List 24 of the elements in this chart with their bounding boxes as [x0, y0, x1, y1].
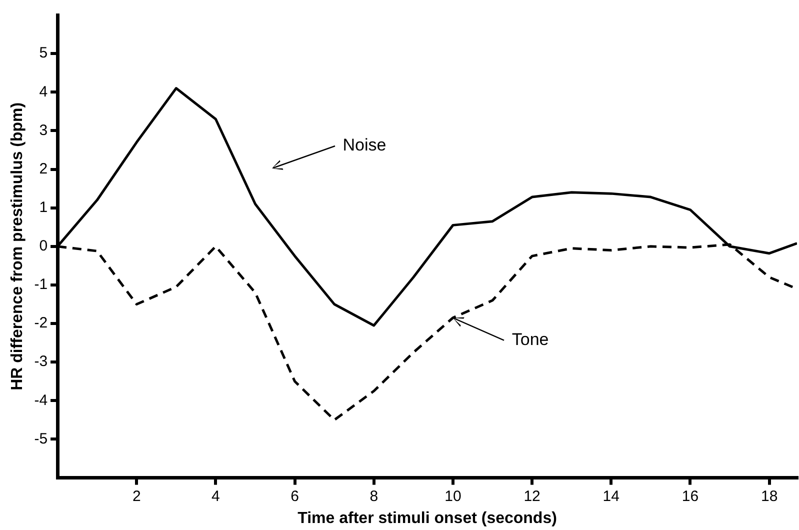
y-tick-label: -1	[34, 276, 48, 294]
y-axis-title: HR difference from prestimulus (bpm)	[9, 102, 26, 390]
y-tick-label: -5	[34, 430, 48, 448]
y-tick-label: 3	[39, 122, 48, 139]
y-tick-label: 5	[39, 44, 48, 62]
y-tick-label: 2	[39, 160, 48, 178]
x-tick-label: 12	[524, 488, 540, 505]
x-tick-label: 16	[682, 488, 699, 505]
y-tick-label: -2	[34, 314, 48, 332]
x-axis-title: Time after stimuli onset (seconds)	[298, 510, 557, 527]
annotation: Tone	[512, 330, 549, 349]
x-tick-label: 14	[602, 488, 620, 505]
x-tick-label: 6	[290, 488, 299, 505]
y-tick-label: 1	[39, 198, 48, 216]
y-tick-label: 0	[39, 238, 48, 255]
y-tick-label: -3	[34, 353, 48, 370]
x-tick-label: 10	[444, 488, 462, 505]
x-tick-label: 18	[760, 488, 778, 505]
y-tick-label: 4	[39, 83, 48, 100]
x-tick-label: 8	[370, 488, 378, 505]
x-tick-label: 4	[212, 488, 220, 505]
annotation: Noise	[342, 135, 386, 154]
x-tick-label: 2	[132, 488, 141, 505]
y-tick-label: -4	[34, 392, 48, 409]
